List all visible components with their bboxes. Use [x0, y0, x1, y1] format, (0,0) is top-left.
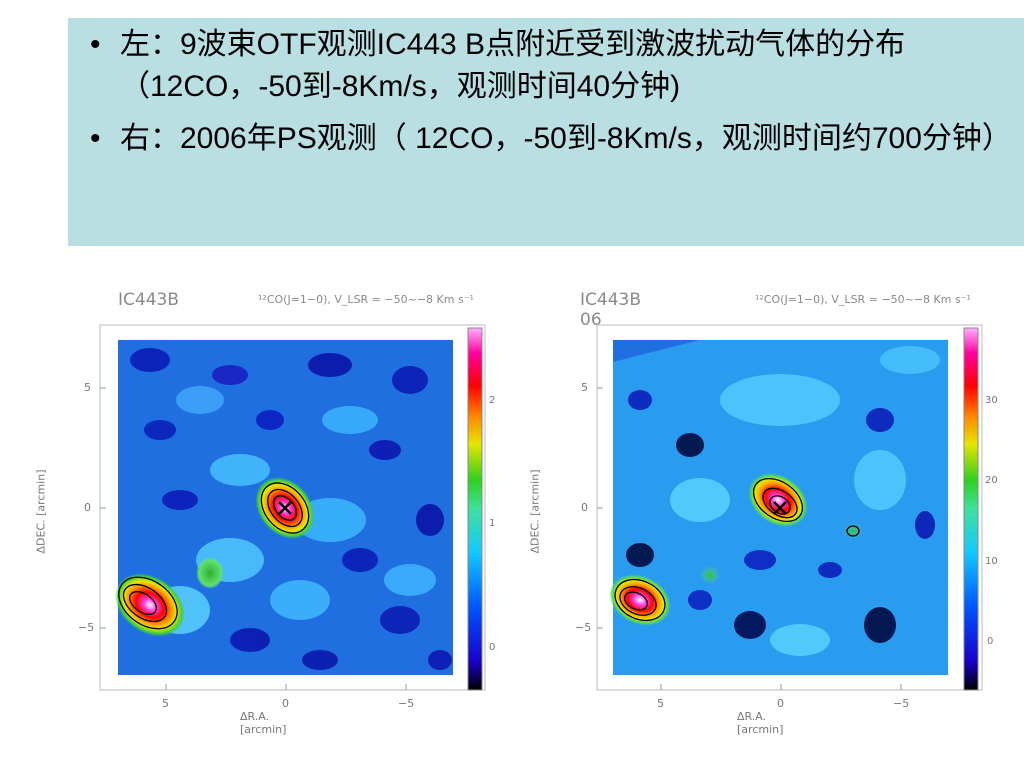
right-map-xtick: 5: [657, 697, 664, 710]
left-map-ytick: 0: [84, 501, 91, 514]
right-map-image: [609, 340, 948, 675]
left-map-ytick: −5: [78, 621, 95, 634]
left-map-image: [114, 340, 453, 675]
left-colorbar-tick: 2: [489, 395, 496, 406]
left-map-xtick: −5: [398, 697, 415, 710]
bullet-text: 右：2006年PS观测（ 12CO，-50到-8Km/s，观测时间约700分钟）: [120, 122, 1012, 155]
right-map-title: IC443B 06: [580, 290, 641, 330]
bullet-text: 左：9波束OTF观测IC443 B点附近受到激波扰动气体的分布（12CO，-50…: [120, 28, 906, 103]
left-colorbar-tick: 0: [489, 642, 496, 653]
left-map-marker-icon: [278, 501, 292, 515]
right-colorbar-tick: 30: [985, 395, 998, 406]
bullet-item-left: • 左：9波束OTF观测IC443 B点附近受到激波扰动气体的分布（12CO，-…: [86, 24, 1018, 108]
left-map-xtick: 5: [162, 697, 169, 710]
left-map-ytick: 5: [84, 381, 91, 394]
right-colorbar-tick: 0: [987, 636, 994, 647]
left-map-title: IC443B: [118, 290, 179, 310]
right-map-ytick: 5: [581, 381, 588, 394]
left-colorbar-tick: 1: [489, 518, 496, 529]
right-colorbar-tick: 20: [985, 475, 998, 486]
right-map-subtitle: ¹²CO(J=1−0), V_LSR = −50~−8 Km s⁻¹: [755, 293, 971, 306]
left-map-xlabel: ΔR.A. [arcmin]: [240, 710, 287, 736]
bullet-dot: •: [90, 122, 101, 155]
right-map-marker-icon: [773, 501, 787, 515]
left-map-xtick: 0: [282, 697, 289, 710]
bullet-list: • 左：9波束OTF观测IC443 B点附近受到激波扰动气体的分布（12CO，-…: [86, 24, 1018, 170]
right-map-ytick: −5: [575, 621, 592, 634]
right-map-xlabel: ΔR.A. [arcmin]: [737, 710, 784, 736]
left-map-subtitle: ¹²CO(J=1−0), V_LSR = −50~−8 Km s⁻¹: [258, 293, 474, 306]
bullet-item-right: • 右：2006年PS观测（ 12CO，-50到-8Km/s，观测时间约700分…: [86, 118, 1018, 160]
right-map-xtick: −5: [893, 697, 910, 710]
right-map-colorbar: [963, 327, 979, 691]
right-map-ytick: 0: [581, 501, 588, 514]
bullet-dot: •: [90, 28, 101, 61]
right-colorbar-tick: 10: [985, 556, 998, 567]
right-map-xtick: 0: [777, 697, 784, 710]
left-map-colorbar: [467, 327, 483, 691]
text-box: • 左：9波束OTF观测IC443 B点附近受到激波扰动气体的分布（12CO，-…: [68, 18, 1024, 246]
